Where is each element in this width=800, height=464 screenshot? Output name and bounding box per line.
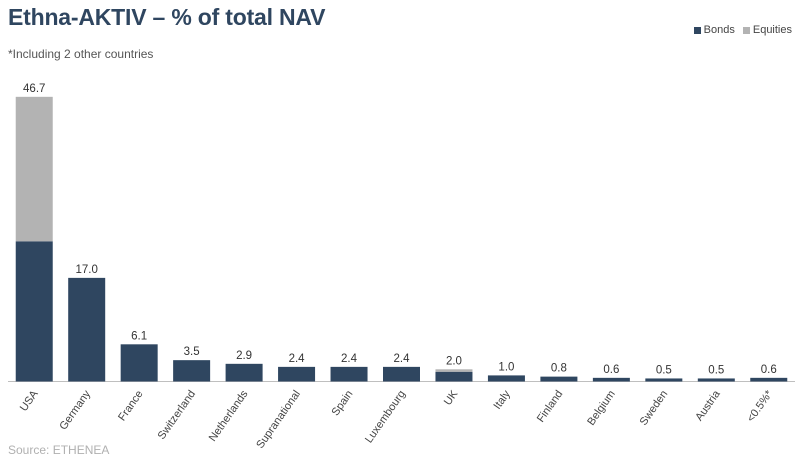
- x-tick-label-luxembourg: Luxembourg: [363, 388, 408, 445]
- legend-swatch-bonds: [693, 26, 701, 34]
- data-label-spain: 2.4: [341, 353, 358, 365]
- bar-bonds-uk: [435, 371, 473, 382]
- x-tick-label-switzerland: Switzerland: [156, 388, 198, 441]
- x-tick-label-spain: Spain: [330, 388, 356, 418]
- data-label-belgium: 0.6: [603, 364, 619, 376]
- data-label-usa: 46.7: [23, 83, 45, 95]
- x-tick-label-italy: Italy: [491, 388, 513, 412]
- bar-bonds-0-5: [750, 377, 788, 382]
- bar-bonds-supranational: [278, 366, 316, 382]
- data-label-finland: 0.8: [551, 363, 567, 375]
- data-label-sweden: 0.5: [656, 364, 672, 376]
- source-note: Source: ETHENEA: [8, 443, 110, 457]
- legend-label-bonds: Bonds: [703, 24, 735, 36]
- x-tick-label-sweden: Sweden: [638, 388, 671, 427]
- data-label-switzerland: 3.5: [184, 346, 200, 358]
- x-tick-label-germany: Germany: [57, 388, 93, 432]
- x-tick-label-supranational: Supranational: [254, 388, 303, 450]
- x-tick-label-0-5: <0.5%*: [745, 388, 776, 425]
- legend-item-bonds: Bonds: [693, 24, 735, 36]
- x-tick-label-austria: Austria: [693, 388, 723, 424]
- legend-item-equities: Equities: [742, 24, 792, 36]
- bar-bonds-spain: [330, 366, 368, 382]
- bar-bonds-sweden: [645, 378, 683, 382]
- data-label-italy: 1.0: [498, 361, 514, 373]
- data-label-luxembourg: 2.4: [394, 353, 411, 365]
- bar-bonds-switzerland: [173, 360, 211, 382]
- bar-bonds-belgium: [592, 377, 630, 382]
- data-label-france: 6.1: [131, 330, 147, 342]
- x-tick-label-netherlands: Netherlands: [207, 388, 251, 444]
- bar-bonds-germany: [68, 277, 106, 382]
- data-label-netherlands: 2.9: [236, 350, 252, 362]
- bar-equities-uk: [435, 369, 473, 372]
- data-label-uk: 2.0: [446, 355, 462, 367]
- x-tick-label-usa: USA: [18, 388, 41, 414]
- chart-legend: Bonds Equities: [693, 24, 792, 36]
- bar-equities-usa: [15, 96, 53, 242]
- chart-footnote: *Including 2 other countries: [8, 47, 154, 61]
- bar-bonds-austria: [697, 378, 735, 382]
- data-label-0-5: 0.6: [761, 364, 777, 376]
- x-tick-label-france: France: [116, 388, 145, 423]
- bar-bonds-usa: [15, 241, 53, 382]
- chart-title: Ethna-AKTIV – % of total NAV: [8, 4, 326, 30]
- legend-label-equities: Equities: [752, 24, 792, 36]
- data-label-supranational: 2.4: [289, 353, 306, 365]
- x-tick-label-belgium: Belgium: [585, 388, 618, 427]
- bar-bonds-italy: [487, 375, 525, 382]
- bar-bonds-france: [120, 344, 158, 382]
- data-label-austria: 0.5: [708, 364, 724, 376]
- data-label-germany: 17.0: [76, 264, 98, 276]
- x-tick-label-finland: Finland: [535, 388, 566, 424]
- x-tick-label-uk: UK: [442, 388, 461, 408]
- legend-swatch-equities: [742, 26, 750, 34]
- bar-bonds-luxembourg: [383, 366, 420, 382]
- bar-bonds-finland: [540, 376, 578, 382]
- bar-bonds-netherlands: [225, 363, 263, 382]
